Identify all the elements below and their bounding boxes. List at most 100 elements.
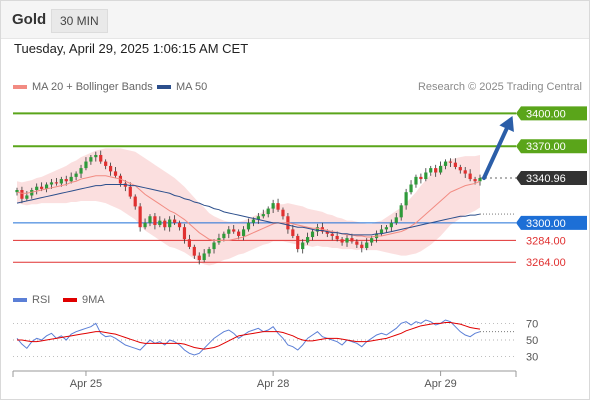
candle-body — [40, 186, 44, 189]
candle-body — [256, 216, 260, 220]
candle-body — [330, 233, 334, 236]
candle-body — [133, 196, 137, 207]
candle-body — [192, 246, 196, 256]
candle-body — [74, 173, 78, 177]
candle-body — [473, 179, 477, 182]
legend-ma50: MA 50 — [157, 81, 207, 93]
rsi-tick-label: 50 — [526, 335, 538, 347]
legend-label-ma20: MA 20 + Bollinger Bands — [32, 81, 153, 93]
level-tag-3340.96 — [516, 171, 587, 186]
candle-body — [296, 235, 300, 250]
candle-body — [227, 229, 231, 234]
rsi-tick-label: 30 — [526, 352, 538, 364]
legend-9ma: 9MA — [63, 294, 105, 306]
candle-body — [276, 203, 280, 210]
candle-body — [20, 190, 24, 199]
legend-swatch-9ma — [63, 298, 77, 303]
forecast-arrow-head — [499, 115, 514, 133]
candle-body — [266, 208, 270, 215]
candle-body — [99, 154, 103, 162]
candle-body — [301, 242, 305, 250]
candle-body — [241, 229, 246, 236]
candle-body — [251, 219, 256, 223]
candle-body — [148, 216, 152, 223]
candle-body — [158, 220, 162, 226]
candle-body — [138, 206, 142, 228]
candle-body — [197, 255, 201, 261]
candle-body — [394, 217, 398, 223]
level-tag-3400.00 — [516, 106, 587, 121]
candle-body — [458, 167, 462, 171]
attribution: Research © 2025 Trading Central — [417, 81, 582, 93]
rsi-series-9ma — [17, 322, 481, 350]
candle-body — [35, 186, 39, 190]
candle-body — [315, 227, 320, 232]
candle-body — [468, 173, 472, 180]
candle-body — [64, 179, 68, 182]
candle-body — [163, 220, 167, 228]
legend-label-rsi: RSI — [32, 294, 51, 306]
candle-body — [84, 161, 88, 169]
candle-body — [168, 219, 172, 228]
rsi-tick-label: 70 — [526, 318, 538, 330]
candle-body — [419, 176, 423, 180]
candle-body — [448, 161, 453, 163]
candle-body — [49, 182, 54, 185]
level-label-3284.00: 3284.00 — [526, 235, 566, 247]
candle-body — [306, 237, 310, 243]
candle-body — [123, 183, 127, 187]
candle-body — [281, 209, 285, 217]
candle-body — [438, 165, 443, 173]
candle-body — [434, 168, 438, 173]
instrument-title: Gold — [12, 11, 47, 28]
candle-body — [212, 242, 216, 250]
candle-body — [59, 179, 63, 184]
level-tag-3300.00 — [516, 215, 587, 230]
candle-body — [355, 241, 359, 245]
candle-body — [389, 222, 393, 228]
candle-body — [453, 162, 457, 168]
candle-body — [379, 229, 384, 234]
level-label-3370.00: 3370.00 — [526, 141, 566, 153]
candle-body — [207, 249, 211, 254]
level-label-3264.00: 3264.00 — [526, 257, 566, 269]
legend-swatch-ma20 — [13, 85, 27, 90]
candle-body — [325, 231, 329, 234]
candle-body — [335, 235, 339, 240]
timestamp: Tuesday, April 29, 2025 1:06:15 AM CET — [14, 41, 249, 56]
candle-body — [478, 177, 482, 182]
candle-body — [429, 168, 433, 173]
ma50-line — [16, 184, 481, 236]
candle-body — [232, 229, 236, 232]
candle-body — [153, 216, 157, 226]
candle-body — [237, 231, 241, 236]
timeframe-button[interactable]: 30 MIN — [51, 9, 108, 33]
candle-body — [409, 184, 413, 193]
candle-body — [443, 161, 448, 166]
x-tick-label: Apr 25 — [70, 378, 102, 390]
legend-swatch-rsi — [13, 298, 27, 303]
candle-body — [384, 227, 389, 230]
candle-body — [414, 176, 418, 185]
candle-body — [310, 231, 315, 238]
candle-body — [94, 154, 98, 158]
candle-body — [30, 190, 34, 196]
candle-body — [246, 222, 251, 230]
candle-body — [463, 170, 467, 174]
level-label-3400.00: 3400.00 — [526, 108, 566, 120]
candle-body — [404, 192, 408, 206]
legend-ma20: MA 20 + Bollinger Bands — [13, 81, 153, 93]
candle-body — [113, 171, 118, 176]
candle-body — [173, 219, 177, 223]
candle-body — [15, 190, 19, 193]
candle-body — [69, 176, 73, 182]
legend-rsi: RSI — [13, 294, 50, 306]
candle-body — [25, 195, 29, 199]
candle-body — [89, 157, 93, 162]
candles — [15, 150, 482, 265]
legend-label-9ma: 9MA — [82, 294, 105, 306]
level-label-3300.00: 3300.00 — [526, 218, 566, 230]
candle-body — [399, 205, 403, 218]
